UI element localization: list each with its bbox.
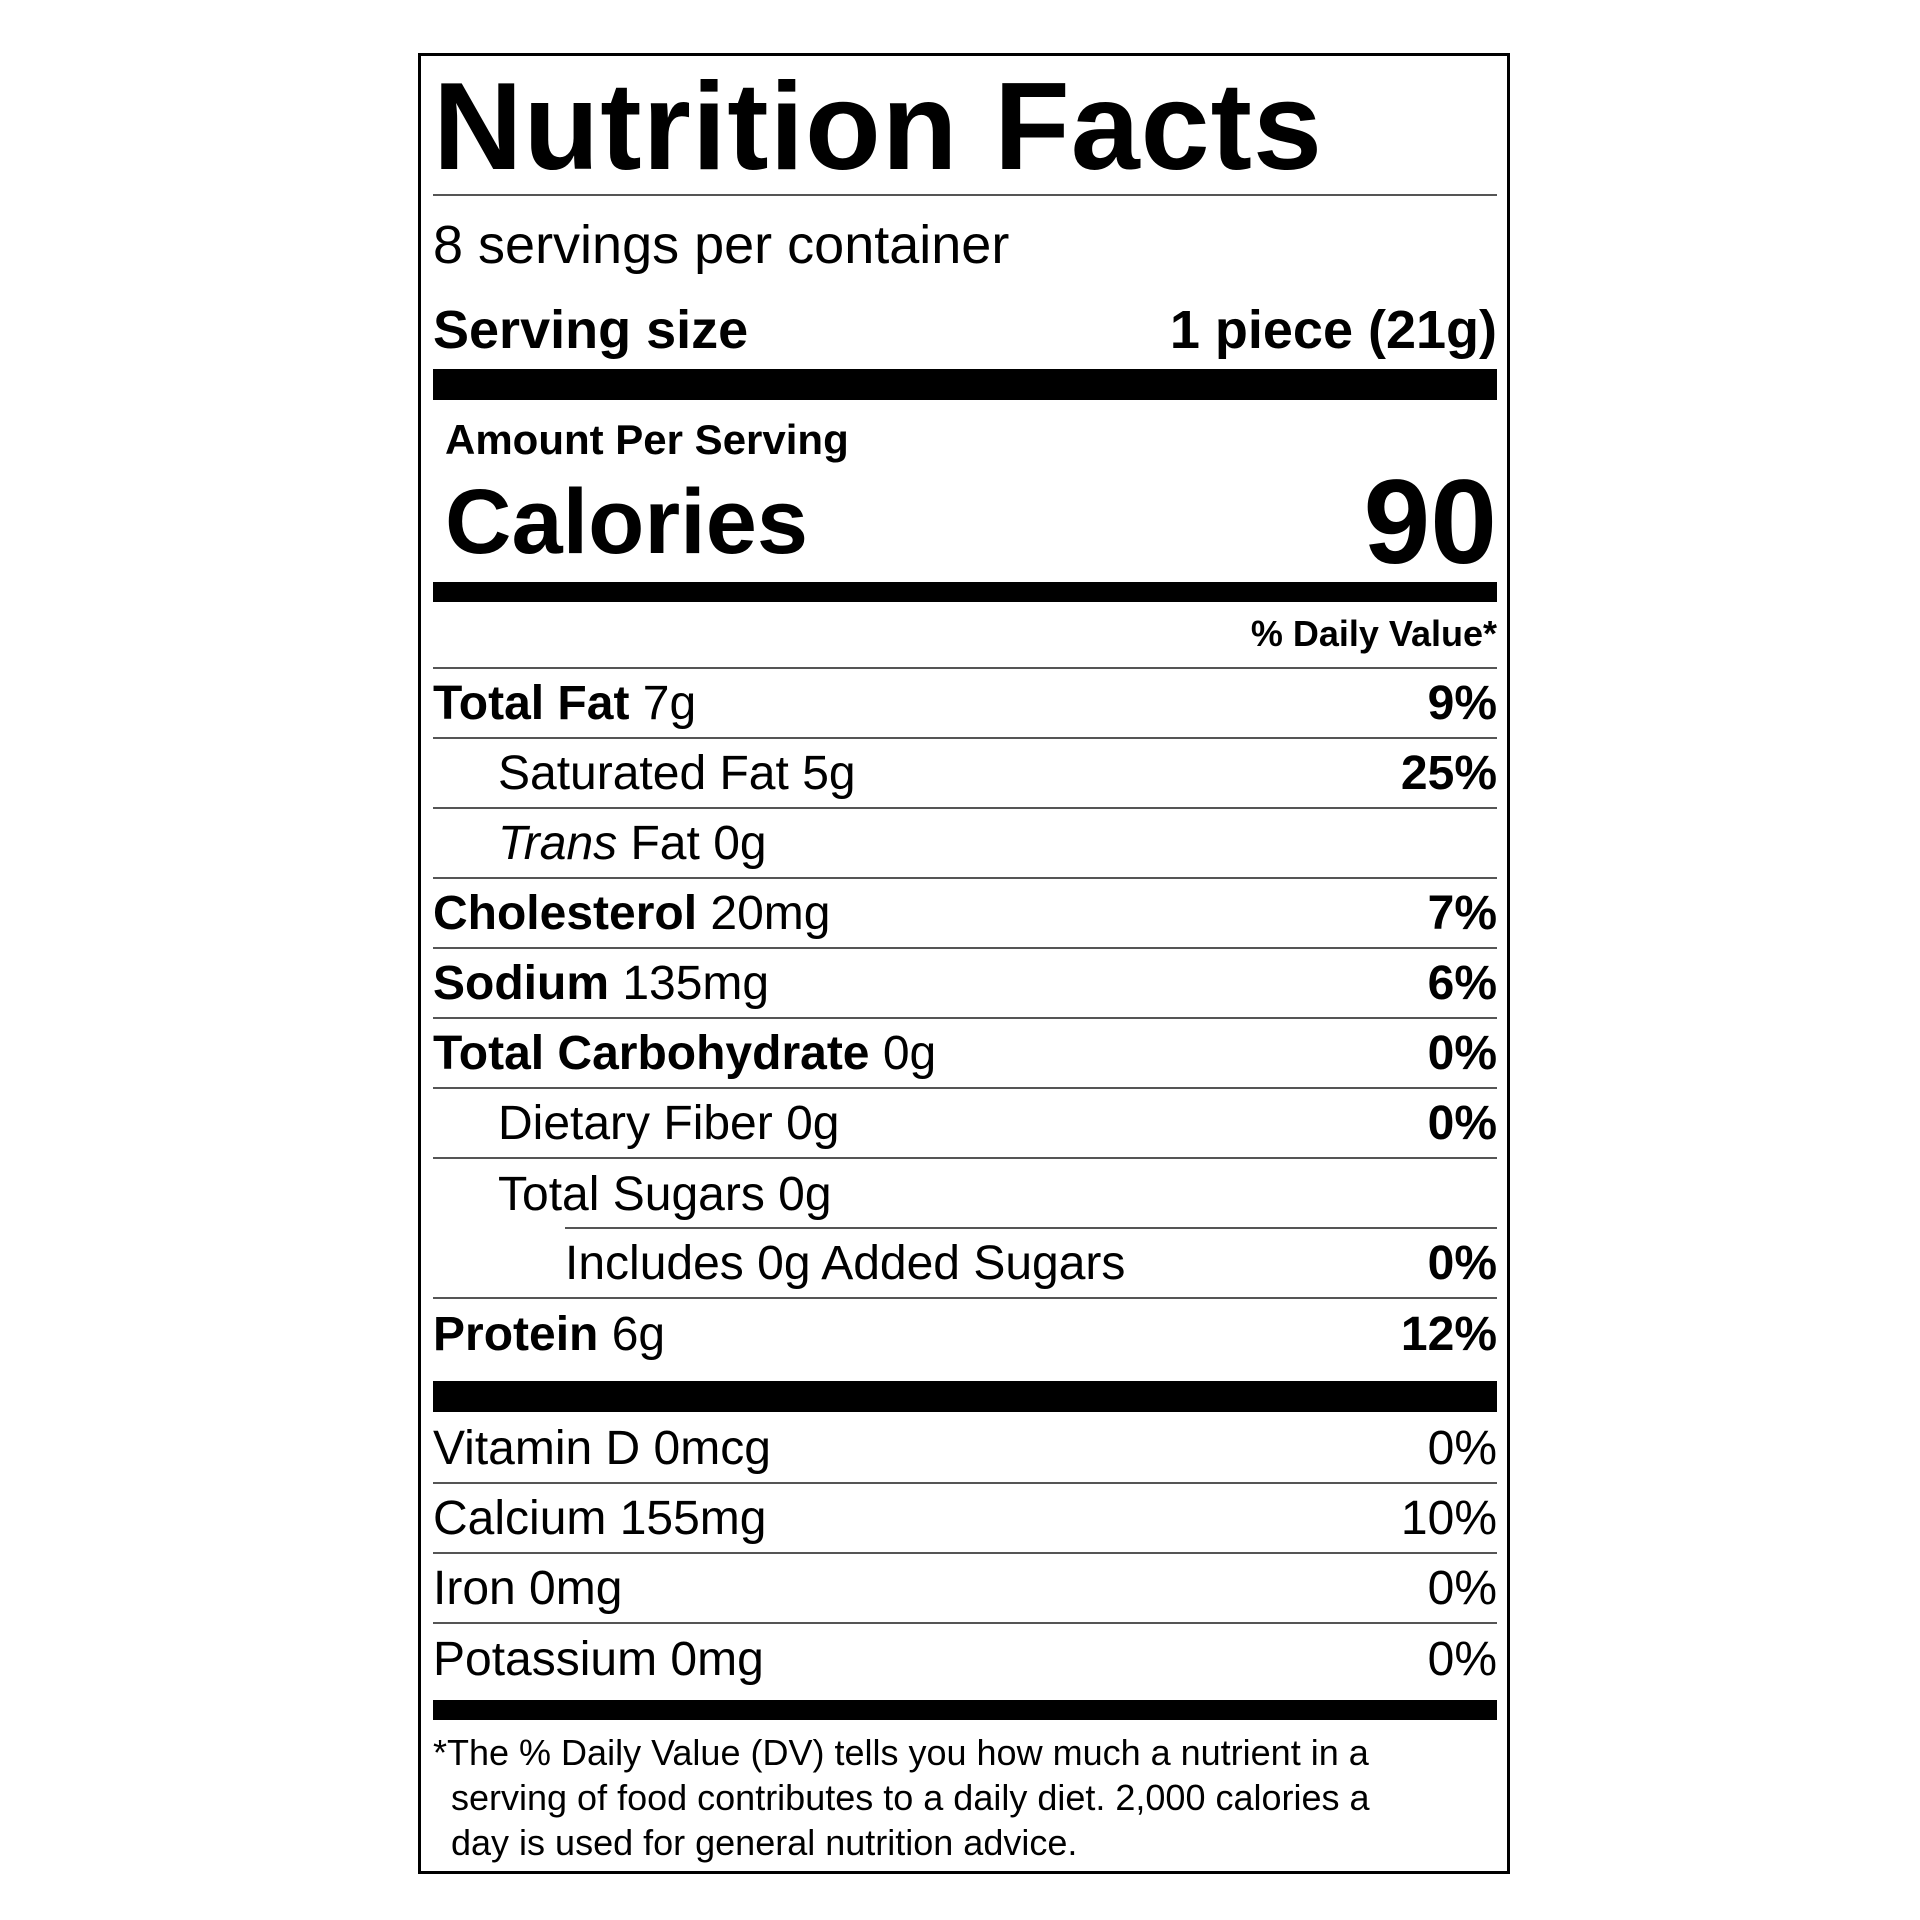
nutrient-name: Dietary Fiber — [498, 1096, 773, 1150]
vitamin-name: Potassium 0mg — [433, 1632, 764, 1686]
nutrient-amount: 7g — [642, 676, 697, 730]
nutrient-dv: 6% — [1427, 956, 1497, 1010]
nutrition-label-border — [418, 53, 1510, 1874]
vitamin-row-vitamin-d: Vitamin D 0mcg 0% — [433, 1414, 1497, 1484]
vitamin-dv: 0% — [1427, 1421, 1497, 1475]
nutrient-row-total-carbohydrate: Total Carbohydrate 0g 0% — [433, 1019, 1497, 1089]
nutrient-dv: 7% — [1427, 886, 1497, 940]
divider — [433, 194, 1497, 196]
serving-size-value: 1 piece (21g) — [1169, 300, 1497, 360]
calories-row: Calories 90 — [433, 455, 1497, 589]
nutrient-row-total-sugars: Total Sugars 0g — [433, 1159, 1497, 1229]
medium-divider — [433, 582, 1497, 602]
vitamin-dv: 0% — [1427, 1632, 1497, 1686]
nutrient-list: Total Fat 7g 9% Saturated Fat 5g 25% Tra… — [433, 669, 1497, 1369]
nutrient-amount: 20mg — [710, 886, 831, 940]
nutrient-name: Protein — [433, 1307, 599, 1361]
nutrient-name: Total Fat — [433, 676, 630, 730]
nutrient-name: Includes 0g Added Sugars — [565, 1236, 1126, 1290]
nutrient-amount: 135mg — [622, 956, 770, 1010]
footnote-line: *The % Daily Value (DV) tells you how mu… — [433, 1732, 1369, 1773]
nutrient-dv: 9% — [1427, 676, 1497, 730]
vitamin-dv: 10% — [1400, 1491, 1497, 1545]
nutrient-row-total-fat: Total Fat 7g 9% — [433, 669, 1497, 739]
divider — [433, 667, 1497, 669]
nutrient-dv: 12% — [1400, 1307, 1497, 1361]
nutrient-name: Saturated Fat — [498, 746, 789, 800]
vitamin-row-calcium: Calcium 155mg 10% — [433, 1484, 1497, 1554]
nutrient-row-protein: Protein 6g 12% — [433, 1299, 1497, 1369]
nutrient-dv: 0% — [1427, 1236, 1497, 1290]
nutrient-dv: 0% — [1427, 1096, 1497, 1150]
medium-divider — [433, 1700, 1497, 1720]
calories-value: 90 — [1363, 455, 1497, 589]
servings-per-container: 8 servings per container — [433, 215, 1010, 275]
nutrient-row-saturated-fat: Saturated Fat 5g 25% — [433, 739, 1497, 809]
vitamin-row-iron: Iron 0mg 0% — [433, 1554, 1497, 1624]
vitamin-name: Calcium 155mg — [433, 1491, 767, 1545]
thick-divider — [433, 1381, 1497, 1412]
vitamin-row-potassium: Potassium 0mg 0% — [433, 1624, 1497, 1694]
nutrient-name: Fat — [630, 816, 700, 870]
vitamin-list: Vitamin D 0mcg 0% Calcium 155mg 10% Iron… — [433, 1414, 1497, 1694]
nutrient-amount: 0g — [882, 1026, 937, 1080]
nutrient-row-dietary-fiber: Dietary Fiber 0g 0% — [433, 1089, 1497, 1159]
nutrient-row-trans-fat: Trans Fat 0g — [433, 809, 1497, 879]
amount-per-serving: Amount Per Serving — [445, 416, 849, 463]
vitamin-dv: 0% — [1427, 1561, 1497, 1615]
nutrient-amount: 6g — [611, 1307, 666, 1361]
footnote-line: day is used for general nutrition advice… — [451, 1822, 1078, 1863]
nutrient-name: Total Sugars — [498, 1167, 765, 1221]
nutrient-amount: 0g — [778, 1167, 832, 1221]
nutrient-row-sodium: Sodium 135mg 6% — [433, 949, 1497, 1019]
nutrient-amount: 5g — [802, 746, 856, 800]
daily-value-header: % Daily Value* — [1250, 613, 1497, 654]
nutrient-row-cholesterol: Cholesterol 20mg 7% — [433, 879, 1497, 949]
footnote-line: serving of food contributes to a daily d… — [451, 1777, 1370, 1818]
nutrient-amount: 0g — [786, 1096, 840, 1150]
nutrient-dv: 25% — [1400, 746, 1497, 800]
serving-size: Serving size 1 piece (21g) — [433, 298, 1497, 362]
partial-divider — [565, 1227, 1497, 1229]
label-title: Nutrition Facts — [433, 58, 1323, 196]
vitamin-name: Vitamin D 0mcg — [433, 1421, 771, 1475]
nutrient-name: Total Carbohydrate — [433, 1026, 870, 1080]
nutrient-dv: 0% — [1427, 1026, 1497, 1080]
nutrient-name: Sodium — [433, 956, 609, 1010]
vitamin-name: Iron 0mg — [433, 1561, 623, 1615]
nutrient-amount: 0g — [713, 816, 767, 870]
footnote: *The % Daily Value (DV) tells you how mu… — [433, 1730, 1497, 1865]
serving-size-label: Serving size — [433, 300, 749, 360]
calories-label: Calories — [445, 471, 809, 573]
nutrient-name-italic: Trans — [498, 816, 618, 870]
nutrient-row-added-sugars: Includes 0g Added Sugars 0% — [433, 1229, 1497, 1299]
thick-divider — [433, 369, 1497, 400]
nutrient-name: Cholesterol — [433, 886, 698, 940]
